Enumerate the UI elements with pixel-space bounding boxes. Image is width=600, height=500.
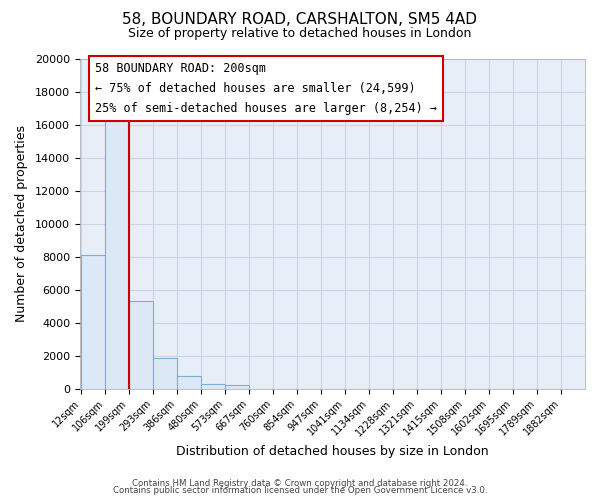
- Text: Size of property relative to detached houses in London: Size of property relative to detached ho…: [128, 28, 472, 40]
- Bar: [106, 115, 129, 388]
- Bar: [177, 376, 201, 388]
- Text: Contains public sector information licensed under the Open Government Licence v3: Contains public sector information licen…: [113, 486, 487, 495]
- Text: 58, BOUNDARY ROAD, CARSHALTON, SM5 4AD: 58, BOUNDARY ROAD, CARSHALTON, SM5 4AD: [122, 12, 478, 28]
- Bar: [202, 384, 225, 388]
- Text: 58 BOUNDARY ROAD: 200sqm
← 75% of detached houses are smaller (24,599)
25% of se: 58 BOUNDARY ROAD: 200sqm ← 75% of detach…: [95, 62, 437, 116]
- Bar: [154, 358, 177, 388]
- Y-axis label: Number of detached properties: Number of detached properties: [15, 126, 28, 322]
- Bar: [225, 386, 249, 388]
- Bar: [81, 255, 105, 388]
- Text: Contains HM Land Registry data © Crown copyright and database right 2024.: Contains HM Land Registry data © Crown c…: [132, 478, 468, 488]
- Bar: [129, 301, 153, 388]
- X-axis label: Distribution of detached houses by size in London: Distribution of detached houses by size …: [176, 444, 489, 458]
